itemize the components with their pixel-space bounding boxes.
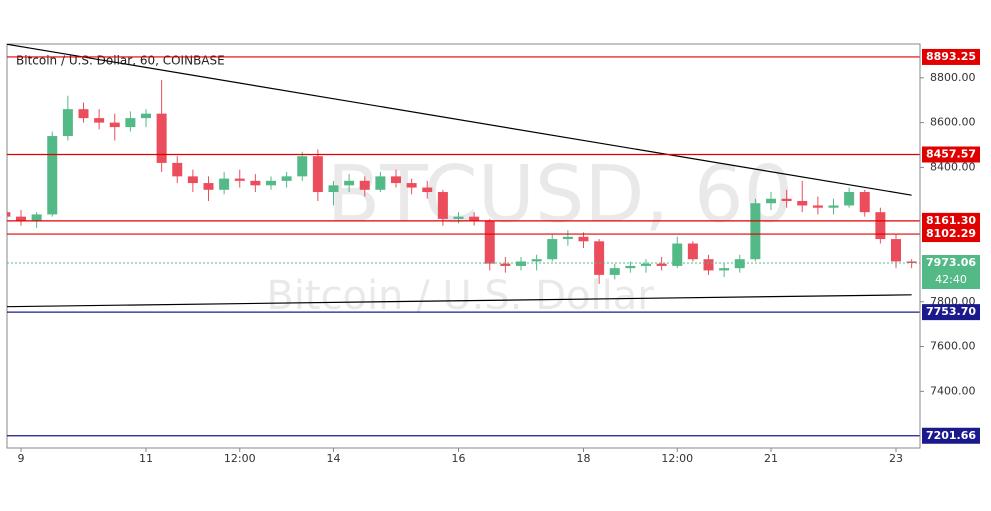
last-price-label: 7973.06 (926, 256, 976, 269)
candle-body (266, 180, 276, 186)
candle-body (187, 176, 198, 184)
plot-frame (6, 43, 921, 449)
level-label-box (922, 226, 980, 243)
candle-body (609, 268, 620, 275)
level-label-box (922, 427, 980, 444)
candle-body (47, 136, 58, 215)
x-tick-label: 18 (577, 452, 591, 465)
candle-body (875, 212, 886, 240)
y-tick-label: 8400.00 (930, 160, 976, 173)
candle-body (516, 261, 526, 266)
level-label-box (922, 146, 980, 163)
x-tick-label: 11 (139, 452, 153, 465)
level-label: 7201.66 (926, 429, 976, 442)
candle-body (16, 216, 26, 222)
candle-body (406, 183, 417, 188)
axes: 7400.007600.007800.008400.008600.008800.… (7, 44, 980, 465)
last-price-box (922, 255, 980, 290)
candle-body (328, 185, 339, 193)
countdown: 42:40 (935, 273, 967, 286)
candle-body (359, 180, 370, 190)
candle-body (453, 216, 464, 219)
candle-body (891, 239, 901, 262)
candle-body (312, 156, 323, 193)
candle-body (625, 265, 636, 269)
candle-body (812, 205, 823, 208)
level-label: 8102.29 (926, 227, 976, 240)
watermark: BTCUSD, 60 (327, 150, 794, 240)
candle-body (750, 203, 761, 260)
candle-body (578, 236, 589, 242)
x-tick-label: 12:00 (224, 452, 256, 465)
candle-body (125, 118, 136, 128)
candle-body (469, 216, 480, 222)
x-tick-label: 12:00 (661, 452, 693, 465)
level-label: 8893.25 (926, 50, 976, 63)
candle-body (281, 176, 292, 181)
candle-body (734, 259, 745, 269)
candle-body (297, 156, 308, 177)
candle-body (344, 180, 355, 186)
y-tick-label: 7600.00 (930, 340, 976, 353)
candle-body (172, 162, 183, 177)
x-tick-label: 21 (764, 452, 778, 465)
level-label-box (922, 304, 980, 321)
chart-title: Bitcoin / U.S. Dollar, 60, COINBASE (16, 54, 225, 68)
candle-body (375, 176, 386, 190)
candle-body (797, 200, 808, 206)
candle-body (906, 261, 917, 264)
candle-body (109, 122, 120, 128)
candle-body (203, 183, 214, 190)
plot (7, 44, 920, 437)
candle-body (641, 263, 651, 266)
candle-body (703, 259, 714, 271)
candle-body (234, 178, 245, 181)
level-label-box (922, 48, 980, 65)
level-label: 8161.30 (926, 214, 976, 227)
trendline (7, 294, 912, 308)
candle-body (500, 263, 511, 266)
watermark-subtitle: Bitcoin / U.S. Dollar (266, 273, 654, 319)
candle-body (531, 259, 542, 262)
candle-body (94, 118, 105, 123)
candle-body (484, 221, 495, 264)
x-tick-label: 14 (327, 452, 341, 465)
trendline (7, 44, 912, 196)
candle-body (828, 205, 839, 208)
candle-body (156, 113, 167, 163)
candle-body (7, 212, 11, 217)
x-tick-label: 9 (18, 452, 25, 465)
candle-body (31, 214, 42, 222)
x-tick-label: 23 (889, 452, 903, 465)
y-tick-label: 8800.00 (930, 71, 976, 84)
candle-body (141, 113, 151, 119)
candle-body (672, 243, 683, 266)
candle-body (422, 187, 433, 193)
candle-body (781, 198, 792, 201)
candle-body (859, 192, 870, 213)
candle-body (594, 241, 605, 275)
y-tick-label: 8600.00 (930, 116, 976, 129)
candle-body (62, 109, 73, 137)
candle-body (391, 176, 401, 184)
candle-body (719, 268, 730, 271)
candle-body (219, 178, 230, 190)
level-label: 7753.70 (926, 305, 976, 318)
x-tick-label: 16 (452, 452, 466, 465)
candle-body (844, 192, 855, 206)
candle-body (656, 263, 667, 266)
candle-body (766, 198, 776, 204)
candle-body (250, 180, 261, 186)
candle-body (78, 109, 89, 119)
candle-body (562, 236, 573, 240)
y-tick-label: 7400.00 (930, 384, 976, 397)
level-label: 8457.57 (926, 148, 976, 161)
level-label-box (922, 212, 980, 229)
candle-body (547, 239, 558, 260)
candle-body (687, 243, 698, 260)
candle-body (437, 192, 448, 219)
